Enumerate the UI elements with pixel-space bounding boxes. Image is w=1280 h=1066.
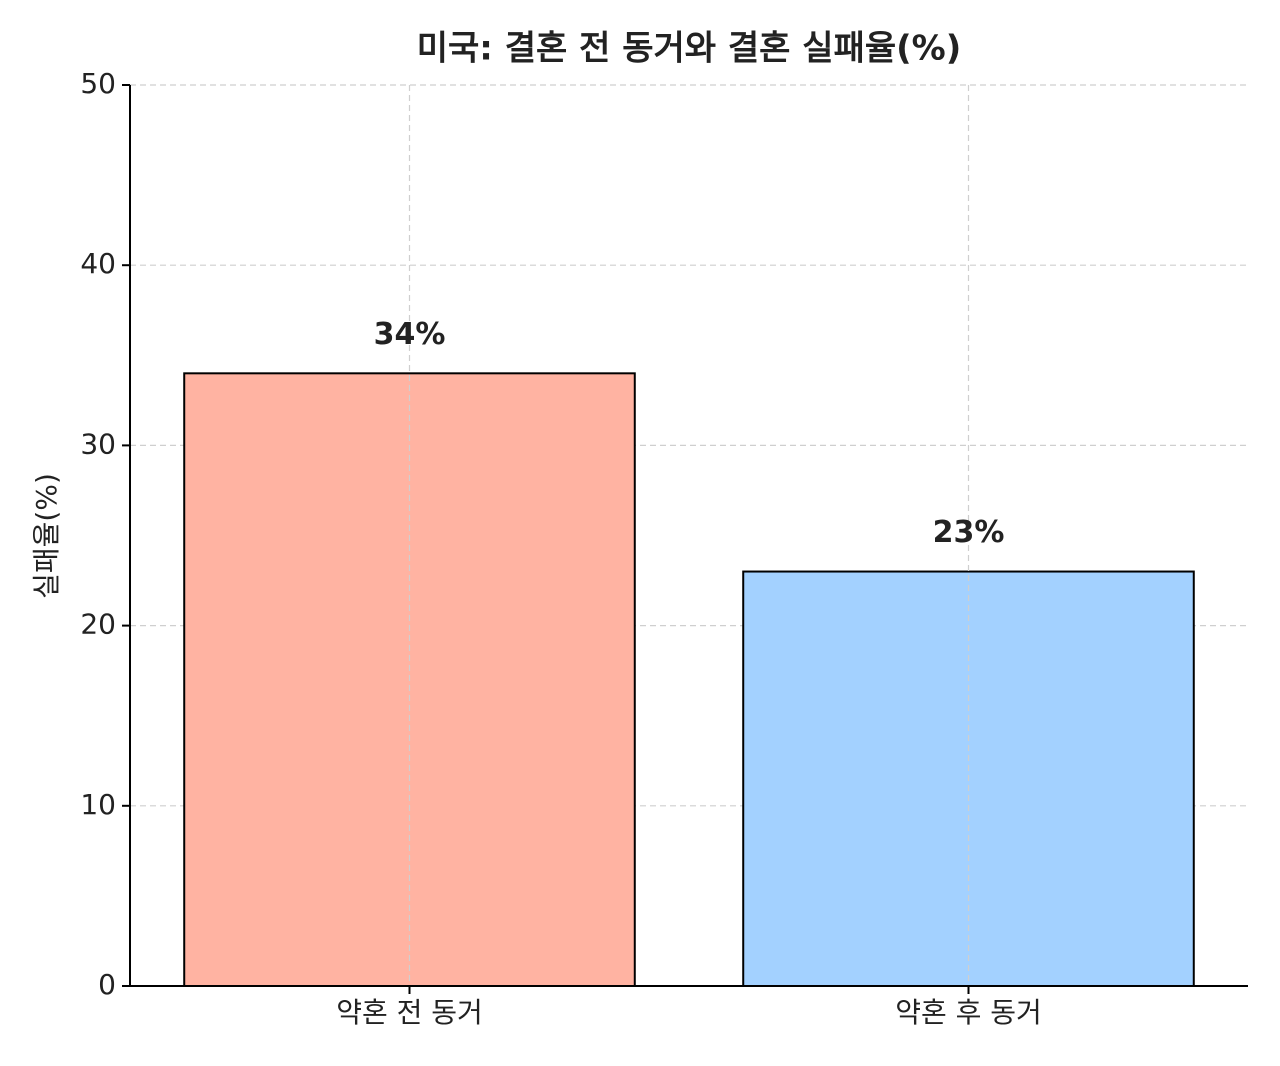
y-tick-label: 30 bbox=[80, 427, 116, 460]
y-tick-label: 40 bbox=[80, 247, 116, 280]
y-axis-label: 실패율(%) bbox=[30, 473, 63, 599]
y-tick-label: 10 bbox=[80, 788, 116, 821]
y-tick-label: 50 bbox=[80, 67, 116, 100]
y-tick-label: 20 bbox=[80, 608, 116, 641]
value-label: 23% bbox=[933, 515, 1005, 550]
chart-title: 미국: 결혼 전 동거와 결혼 실패율(%) bbox=[417, 29, 962, 69]
x-tick-label: 약혼 전 동거 bbox=[336, 996, 483, 1029]
value-label: 34% bbox=[374, 317, 446, 352]
x-tick-label: 약혼 후 동거 bbox=[895, 996, 1042, 1029]
y-tick-label: 0 bbox=[98, 968, 116, 1001]
